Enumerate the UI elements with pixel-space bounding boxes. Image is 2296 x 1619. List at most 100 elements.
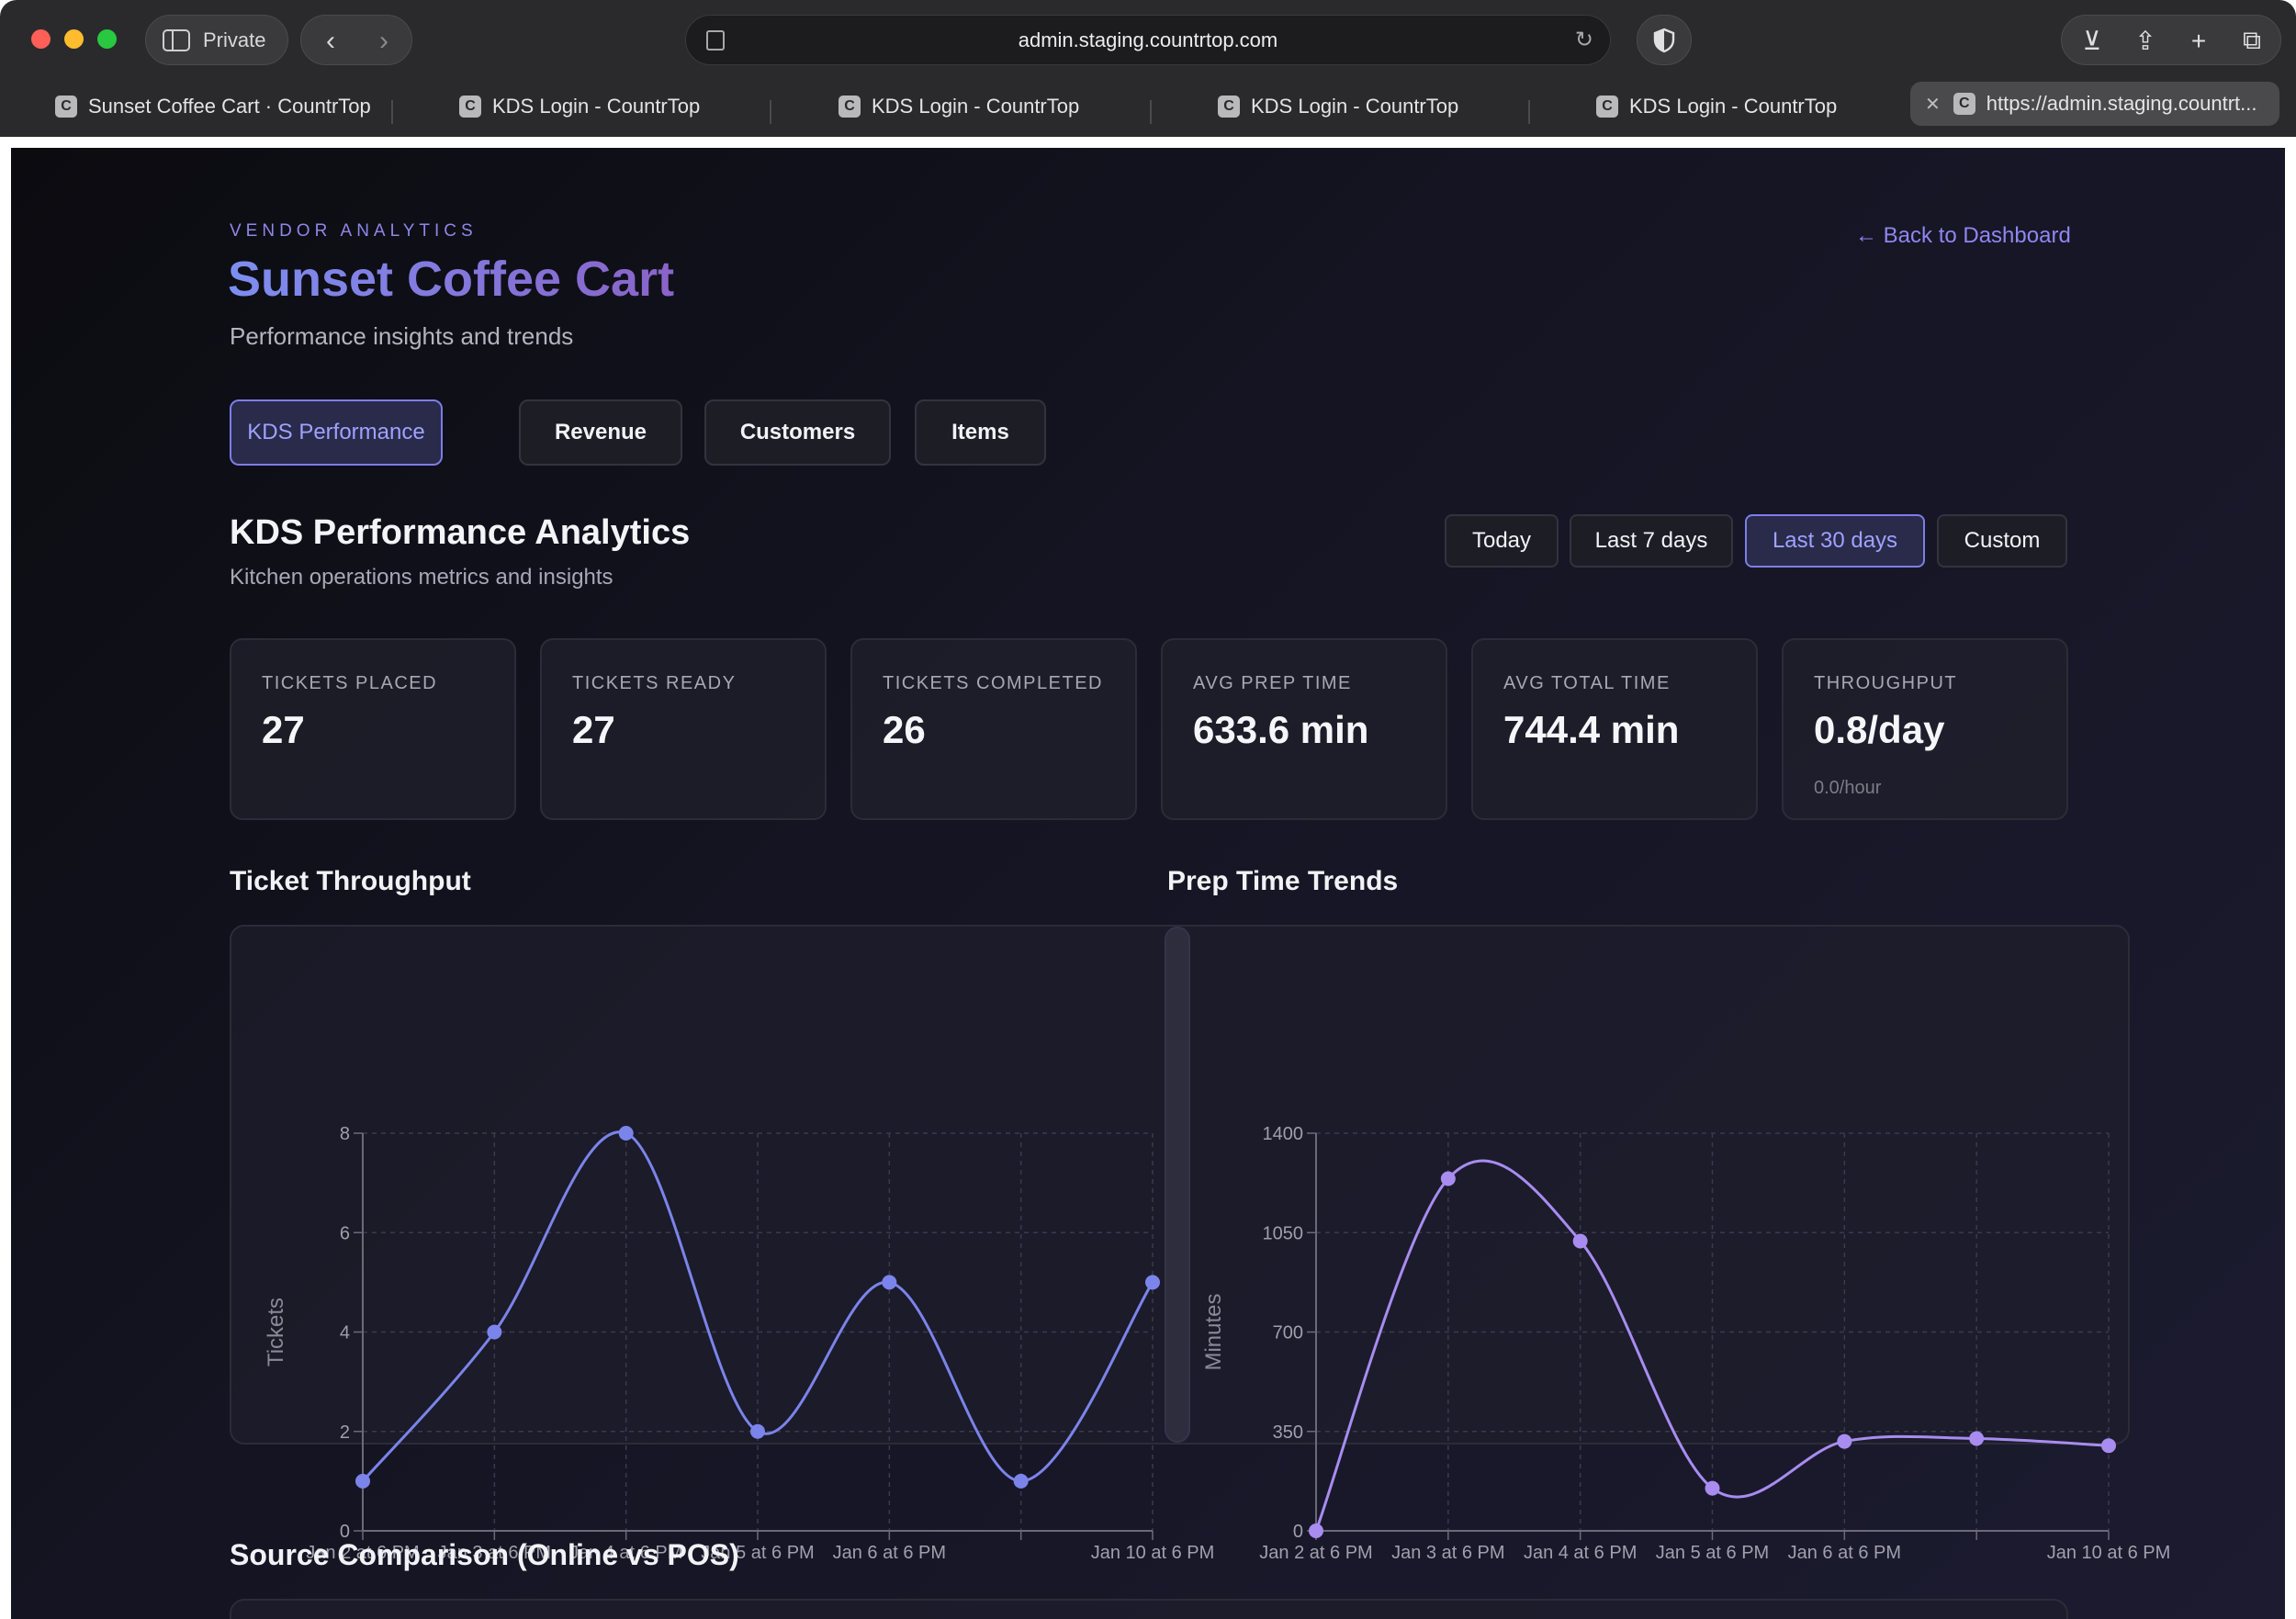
data-point [882, 1275, 897, 1290]
y-tick-label: 1400 [1263, 1124, 1304, 1144]
data-point [487, 1324, 502, 1340]
page-content: VENDOR ANALYTICS Sunset Coffee Cart Perf… [11, 148, 2285, 1619]
y-tick-label: 6 [340, 1223, 350, 1243]
favicon: C [1596, 96, 1618, 118]
shield-icon [1653, 28, 1675, 52]
tab-title: KDS Login - CountrTop [492, 95, 701, 118]
stat-subvalue: 0.0/hour [1814, 778, 1882, 798]
chart-grid: 0 350 700 1050 1400 Jan 2 at 6 PM Jan 3 at 6 P… [1259, 1124, 2170, 1563]
data-point [1572, 1233, 1588, 1249]
page-icon [706, 30, 725, 51]
stat-label: AVG PREP TIME [1193, 673, 1352, 693]
stat-card-avg-prep-time: AVG PREP TIME 633.6 min [1161, 638, 1447, 820]
forward-button[interactable]: › [356, 16, 411, 66]
stat-value: 633.6 min [1193, 708, 1369, 751]
chart-resize-handle[interactable] [1165, 927, 1190, 1443]
close-window-button[interactable] [31, 29, 51, 49]
source-comparison-title: Source Comparison (Online vs POS) [230, 1538, 739, 1571]
new-tab-icon: + [2190, 26, 2207, 55]
tab-revenue[interactable]: Revenue [519, 399, 682, 466]
back-button[interactable]: ‹ [303, 16, 358, 66]
tab-kds-performance[interactable]: KDS Performance [230, 399, 443, 466]
data-point [750, 1423, 765, 1439]
stat-value: 26 [883, 708, 926, 751]
y-tick-label: 0 [1293, 1522, 1303, 1542]
sidebar-toggle-button[interactable]: Private [145, 15, 288, 65]
stat-label: TICKETS COMPLETED [883, 673, 1103, 693]
data-point [1837, 1433, 1852, 1449]
favicon: C [838, 96, 861, 118]
x-tick-label: Jan 4 at 6 PM [569, 1543, 682, 1563]
source-comparison-panel [230, 1599, 2068, 1619]
url-text: admin.staging.countrtop.com [1018, 28, 1278, 51]
zoom-window-button[interactable] [97, 29, 117, 49]
window-frame [0, 137, 11, 1619]
tab-overview-button[interactable]: ⧉ [2225, 16, 2279, 66]
browser-tab-active[interactable]: ✕ C https://admin.staging.countrt... [1910, 82, 2279, 126]
range-today-button[interactable]: Today [1445, 514, 1559, 568]
share-button[interactable]: ⇪ [2119, 16, 2172, 66]
active-tab-content: ✕ C https://admin.staging.countrt... [1910, 82, 2257, 126]
window-frame [0, 137, 2296, 148]
tab-title: KDS Login - CountrTop [1629, 95, 1838, 118]
minimize-window-button[interactable] [64, 29, 84, 49]
new-tab-button[interactable]: + [2172, 16, 2225, 66]
range-30-days-button[interactable]: Last 30 days [1745, 514, 1925, 568]
y-tick-label: 4 [340, 1323, 350, 1344]
browser-tab[interactable]: C KDS Login - CountrTop [459, 84, 700, 129]
share-icon: ⇪ [2134, 27, 2156, 55]
x-tick-label: Jan 6 at 6 PM [833, 1543, 946, 1563]
page-eyebrow: VENDOR ANALYTICS [230, 221, 478, 241]
y-tick-label: 1050 [1263, 1223, 1304, 1243]
chart-grid: 0 2 4 6 8 Jan 2 at 6 PM Jan 3 at 6 PM Jan 4 at … [306, 1124, 1214, 1563]
download-button[interactable]: ⊻ [2065, 16, 2119, 66]
favicon: C [55, 96, 77, 118]
browser-toolbar: Private ‹ › admin.staging.countrtop.com … [0, 0, 2296, 80]
private-label: Private [203, 28, 266, 51]
x-tick-label: Jan 6 at 6 PM [1788, 1543, 1901, 1563]
tab-title: KDS Login - CountrTop [1251, 95, 1459, 118]
x-tick-label: Jan 3 at 6 PM [1391, 1543, 1504, 1563]
tab-title: KDS Login - CountrTop [872, 95, 1080, 118]
browser-tab[interactable]: C KDS Login - CountrTop [838, 84, 1079, 129]
stat-card-tickets-placed: TICKETS PLACED 27 [230, 638, 516, 820]
browser-tab[interactable]: C Sunset Coffee Cart · CountrTop [55, 84, 371, 129]
data-point [618, 1126, 634, 1141]
stat-label: THROUGHPUT [1814, 673, 1958, 693]
tab-overview-icon: ⧉ [2243, 26, 2261, 54]
back-to-dashboard-link[interactable]: ← Back to Dashboard [1855, 223, 2071, 248]
forward-icon: › [379, 25, 388, 56]
x-tick-label: Jan 3 at 6 PM [438, 1543, 551, 1563]
prep-time-chart: 0 350 700 1050 1400 Jan 2 at 6 PM Jan 3 at 6 P… [1201, 1124, 2170, 1563]
range-custom-button[interactable]: Custom [1937, 514, 2067, 568]
reload-icon[interactable]: ↻ [1574, 28, 1593, 52]
tab-customers[interactable]: Customers [704, 399, 891, 466]
download-icon: ⊻ [2082, 27, 2102, 55]
stat-card-throughput: THROUGHPUT 0.8/day 0.0/hour [1782, 638, 2068, 820]
data-point [355, 1473, 370, 1489]
y-tick-label: 350 [1273, 1422, 1303, 1443]
close-tab-icon[interactable]: ✕ [1925, 94, 1941, 115]
chart-title-throughput: Ticket Throughput [230, 866, 471, 896]
y-tick-label: 8 [340, 1124, 350, 1144]
chart-title-prep-time: Prep Time Trends [1167, 866, 1399, 896]
series-line [1314, 1159, 2110, 1532]
x-tick-label: Jan 2 at 6 PM [1259, 1543, 1372, 1563]
x-tick-label: Jan 2 at 6 PM [306, 1543, 419, 1563]
stat-value: 27 [572, 708, 615, 751]
range-7-days-button[interactable]: Last 7 days [1570, 514, 1733, 568]
data-point [1440, 1171, 1456, 1186]
address-bar[interactable]: admin.staging.countrtop.com ↻ [685, 15, 1611, 65]
x-tick-label: Jan 10 at 6 PM [2047, 1543, 2171, 1563]
tab-items[interactable]: Items [915, 399, 1046, 466]
y-tick-label: 700 [1273, 1323, 1303, 1344]
stat-value: 0.8/day [1814, 708, 1945, 751]
browser-tab[interactable]: C KDS Login - CountrTop [1596, 84, 1837, 129]
sidebar-icon [163, 28, 190, 51]
data-point [1705, 1480, 1720, 1496]
browser-tab[interactable]: C KDS Login - CountrTop [1218, 84, 1458, 129]
privacy-report-button[interactable] [1637, 15, 1692, 65]
y-tick-label: 2 [340, 1422, 350, 1443]
data-point [1309, 1523, 1323, 1538]
tab-title: https://admin.staging.countrt... [1986, 92, 2257, 115]
